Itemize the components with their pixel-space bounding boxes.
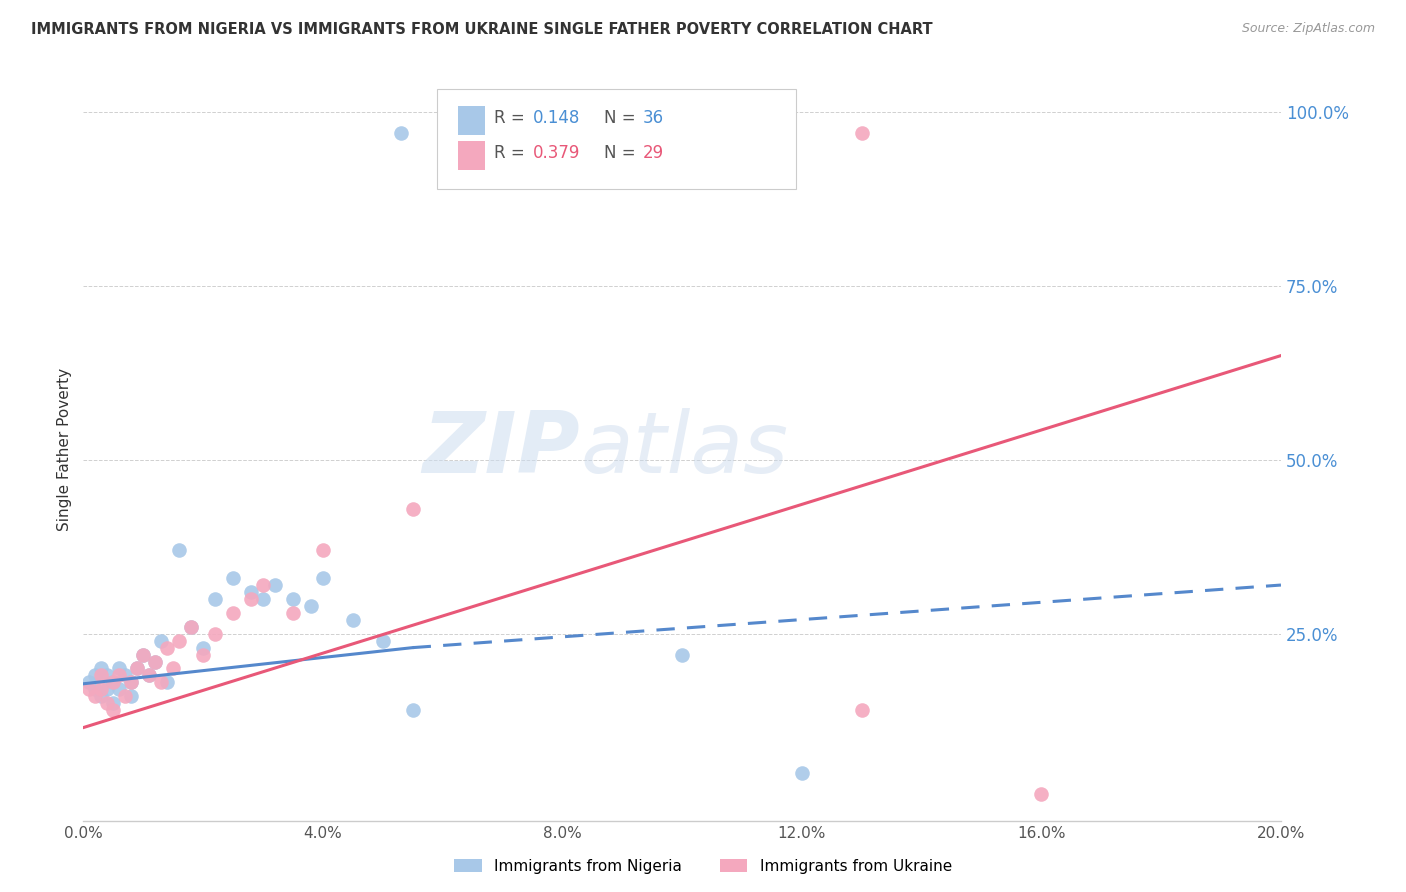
Text: R =: R =	[494, 110, 530, 128]
Point	[790, 765, 813, 780]
Point	[103, 675, 125, 690]
Text: 0.379: 0.379	[533, 145, 579, 162]
Point	[389, 126, 412, 140]
Point	[120, 675, 142, 690]
Point	[132, 648, 155, 662]
Point	[281, 591, 304, 606]
Point	[96, 696, 118, 710]
Point	[204, 626, 226, 640]
Point	[312, 571, 335, 585]
Point	[120, 690, 142, 704]
Point	[222, 606, 245, 620]
Point	[156, 640, 179, 655]
Point	[342, 613, 364, 627]
Point	[103, 696, 125, 710]
FancyBboxPatch shape	[458, 141, 485, 170]
Point	[851, 126, 873, 140]
Text: 29: 29	[643, 145, 664, 162]
Point	[77, 682, 100, 697]
Point	[138, 668, 160, 682]
Point	[150, 633, 173, 648]
Point	[851, 703, 873, 717]
Point	[252, 591, 274, 606]
Point	[162, 661, 184, 675]
FancyBboxPatch shape	[437, 88, 796, 189]
Point	[138, 668, 160, 682]
Y-axis label: Single Father Poverty: Single Father Poverty	[58, 368, 72, 531]
Point	[312, 543, 335, 558]
Point	[127, 661, 149, 675]
Point	[180, 620, 202, 634]
Point	[103, 703, 125, 717]
Point	[90, 682, 112, 697]
Point	[77, 675, 100, 690]
Point	[84, 690, 107, 704]
Point	[167, 543, 190, 558]
Point	[127, 661, 149, 675]
Point	[132, 648, 155, 662]
Point	[90, 661, 112, 675]
Point	[239, 591, 262, 606]
Point	[90, 668, 112, 682]
Legend: Immigrants from Nigeria, Immigrants from Ukraine: Immigrants from Nigeria, Immigrants from…	[449, 853, 957, 880]
Text: N =: N =	[605, 145, 641, 162]
Point	[191, 648, 214, 662]
Point	[156, 675, 179, 690]
Point	[1031, 787, 1053, 801]
Point	[180, 620, 202, 634]
Point	[103, 675, 125, 690]
Point	[401, 703, 423, 717]
Text: 36: 36	[643, 110, 664, 128]
Text: IMMIGRANTS FROM NIGERIA VS IMMIGRANTS FROM UKRAINE SINGLE FATHER POVERTY CORRELA: IMMIGRANTS FROM NIGERIA VS IMMIGRANTS FR…	[31, 22, 932, 37]
Point	[204, 591, 226, 606]
FancyBboxPatch shape	[458, 106, 485, 136]
Point	[401, 501, 423, 516]
Point	[143, 655, 166, 669]
Point	[281, 606, 304, 620]
Text: R =: R =	[494, 145, 530, 162]
Point	[299, 599, 322, 613]
Point	[108, 661, 131, 675]
Text: 0.148: 0.148	[533, 110, 579, 128]
Point	[191, 640, 214, 655]
Text: Source: ZipAtlas.com: Source: ZipAtlas.com	[1241, 22, 1375, 36]
Point	[371, 633, 394, 648]
Point	[150, 675, 173, 690]
Point	[264, 578, 287, 592]
Text: ZIP: ZIP	[423, 408, 581, 491]
Point	[114, 690, 136, 704]
Point	[671, 648, 693, 662]
Point	[108, 668, 131, 682]
Point	[239, 585, 262, 599]
Point	[114, 668, 136, 682]
Point	[143, 655, 166, 669]
Point	[167, 633, 190, 648]
Point	[108, 682, 131, 697]
Point	[222, 571, 245, 585]
Point	[96, 668, 118, 682]
Point	[96, 682, 118, 697]
Point	[84, 682, 107, 697]
Point	[120, 675, 142, 690]
Point	[252, 578, 274, 592]
Point	[90, 690, 112, 704]
Text: N =: N =	[605, 110, 641, 128]
Point	[84, 668, 107, 682]
Text: atlas: atlas	[581, 408, 789, 491]
